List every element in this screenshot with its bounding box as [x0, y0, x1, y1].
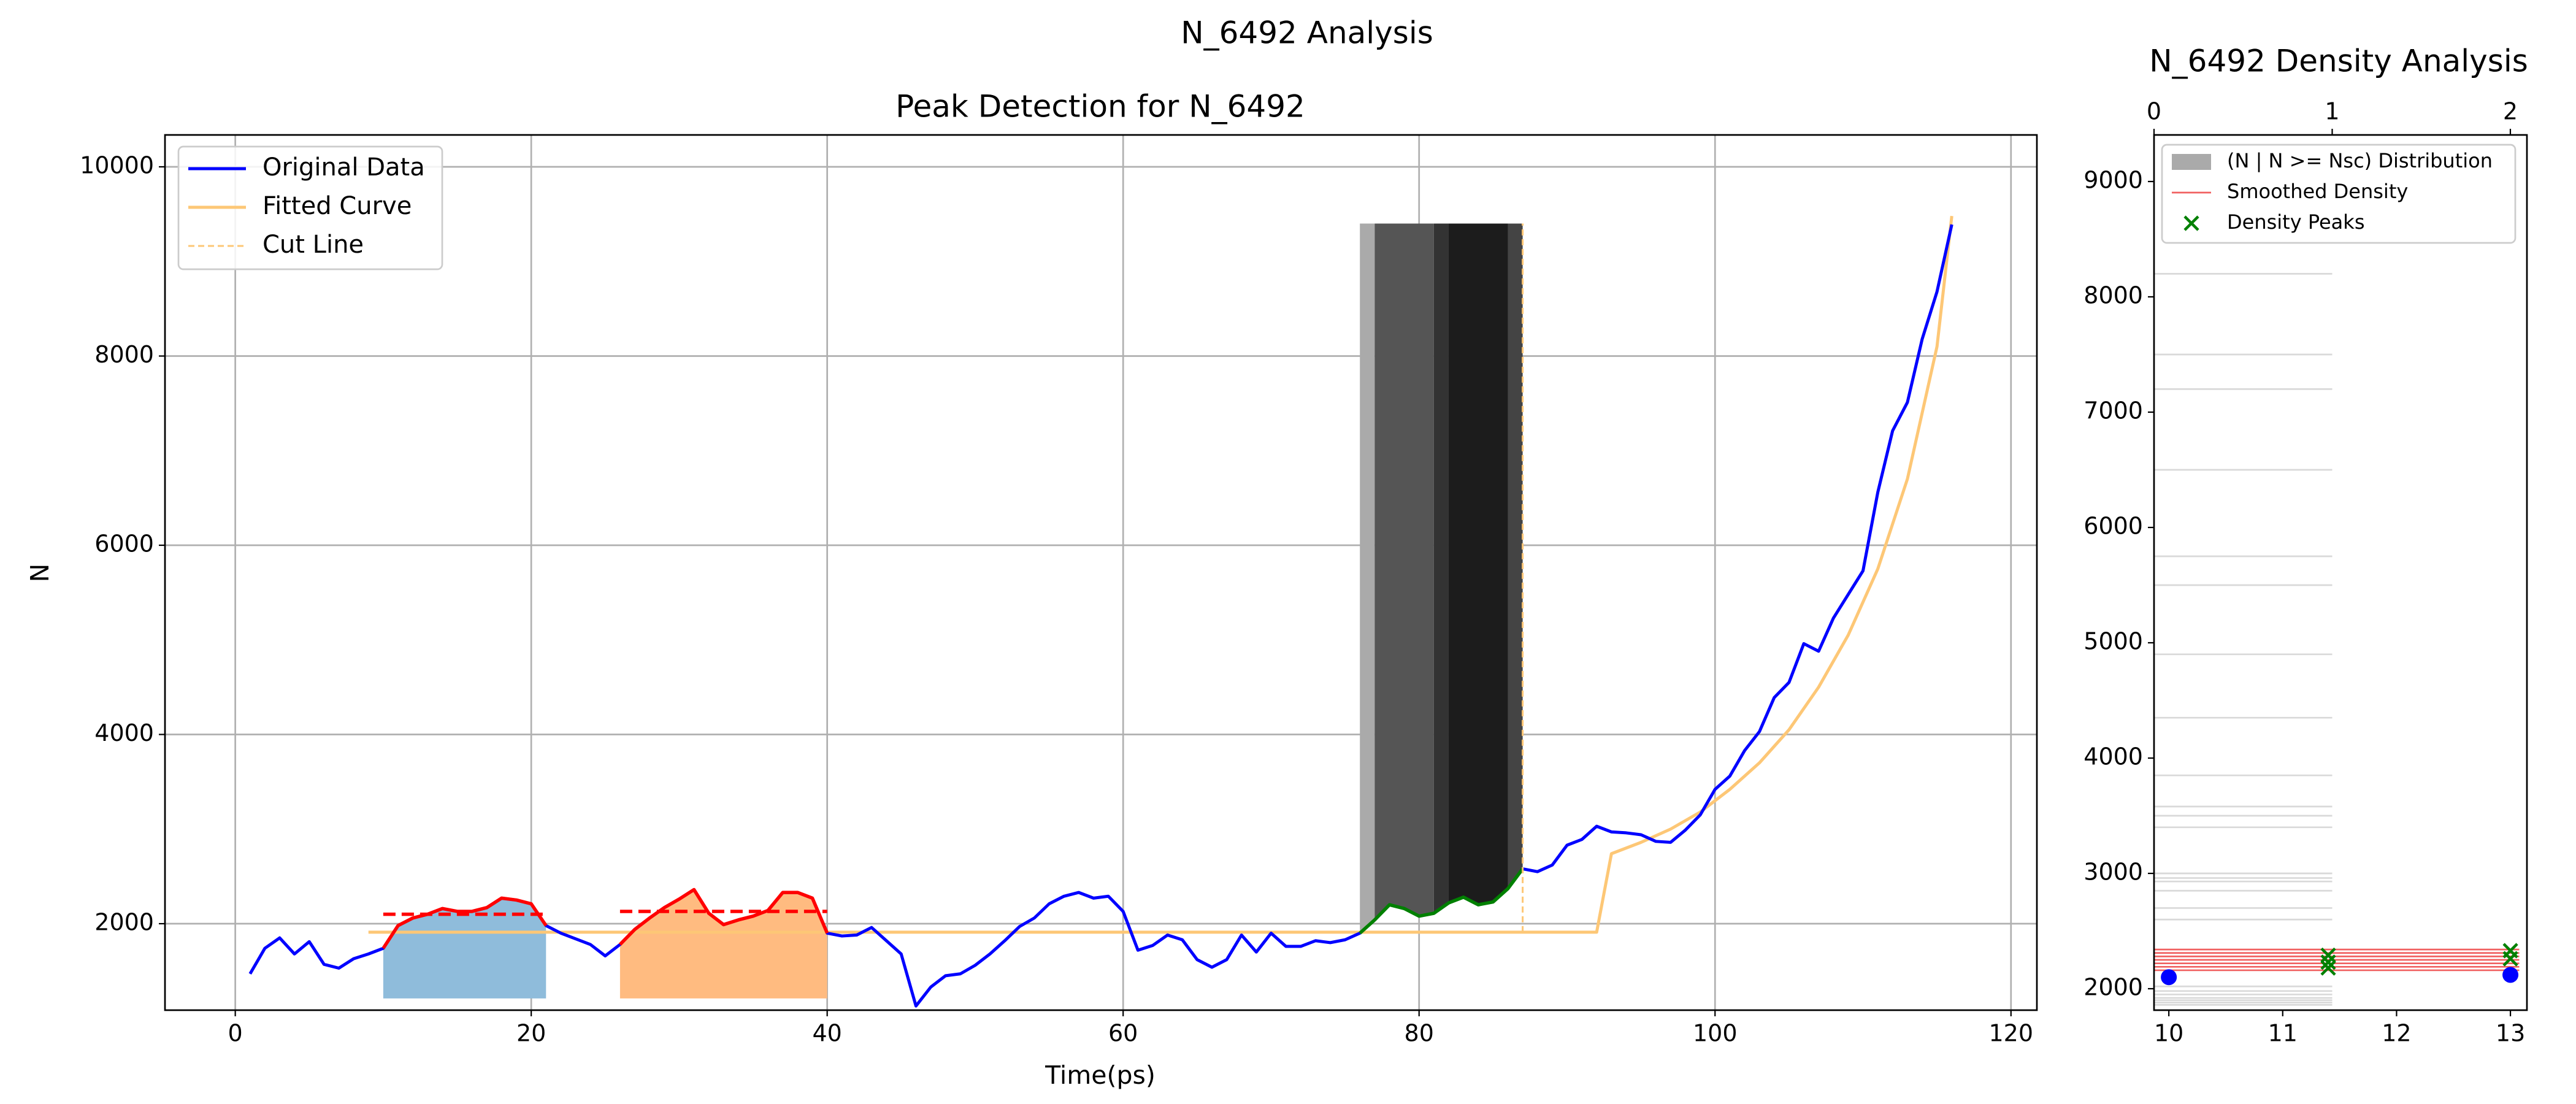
fitted-curve	[368, 215, 1953, 934]
density-title: N_6492 Density Analysis	[2149, 44, 2528, 79]
x-tick-label: 100	[1693, 1020, 1738, 1047]
x2-tick-label: 2	[2503, 98, 2518, 125]
detection-band	[1360, 223, 1375, 933]
y-tick-label: 6000	[94, 530, 154, 557]
x-tick-label: 10	[2154, 1020, 2183, 1047]
legend-box	[177, 145, 443, 270]
x-tick-label: 11	[2268, 1020, 2298, 1047]
x2-tick-label: 1	[2325, 98, 2339, 125]
legend-box	[2161, 144, 2517, 244]
y-tick-label: 4000	[94, 719, 154, 746]
legend-label: (N | N >= Nsc) Distribution	[2227, 149, 2493, 172]
y-axis-label: N	[25, 564, 55, 583]
plot-frame	[2153, 134, 2528, 1011]
y-tick-label: 5000	[2083, 627, 2143, 654]
plot-frame	[164, 134, 2038, 1011]
y-tick-label: 8000	[2083, 282, 2143, 309]
detection-band	[1448, 223, 1508, 905]
legend-label: Original Data	[263, 153, 425, 182]
legend-label: Density Peaks	[2227, 210, 2364, 234]
x-tick-label: 13	[2496, 1020, 2525, 1047]
x2-tick-label: 0	[2147, 98, 2161, 125]
marker-dot	[2502, 967, 2519, 983]
x-tick-label: 0	[228, 1020, 243, 1047]
highlight-segment	[1359, 867, 1524, 935]
density-peak	[2320, 960, 2336, 976]
legend-symbol	[2172, 154, 2211, 170]
x-tick-label: 40	[812, 1020, 841, 1047]
y-tick-label: 6000	[2083, 512, 2143, 539]
detection-band	[1508, 223, 1523, 889]
x-tick-label: 20	[516, 1020, 546, 1047]
peak-area	[619, 889, 827, 999]
peak-segment	[381, 896, 548, 949]
detection-band	[1433, 223, 1449, 914]
y-tick-label: 2000	[94, 909, 154, 936]
legend-label: Smoothed Density	[2227, 180, 2408, 203]
figure-title: N_6492 Analysis	[1181, 15, 1433, 51]
density-peak	[2320, 954, 2336, 970]
y-tick-label: 3000	[2083, 859, 2143, 886]
x-tick-label: 12	[2382, 1020, 2411, 1047]
x-axis-label: Time(ps)	[1045, 1060, 1156, 1090]
y-tick-label: 8000	[94, 341, 154, 368]
detection-band	[1374, 223, 1434, 920]
x-tick-label: 120	[1989, 1020, 2034, 1047]
peak-area	[383, 898, 546, 999]
y-tick-label: 9000	[2083, 166, 2143, 193]
marker-dot	[2161, 969, 2177, 986]
x-tick-label: 80	[1405, 1020, 1434, 1047]
legend-label: Cut Line	[263, 231, 364, 259]
density-peak	[2320, 947, 2336, 964]
peak-segment	[618, 887, 829, 946]
x-tick-label: 60	[1108, 1020, 1138, 1047]
y-tick-label: 4000	[2083, 743, 2143, 770]
density-peak	[2502, 943, 2518, 959]
y-tick-label: 2000	[2083, 974, 2143, 1001]
legend-symbol	[2183, 215, 2199, 231]
chart-title: Peak Detection for N_6492	[895, 89, 1305, 125]
y-tick-label: 10000	[80, 151, 154, 178]
y-tick-label: 7000	[2083, 397, 2143, 424]
legend-label: Fitted Curve	[263, 192, 412, 220]
